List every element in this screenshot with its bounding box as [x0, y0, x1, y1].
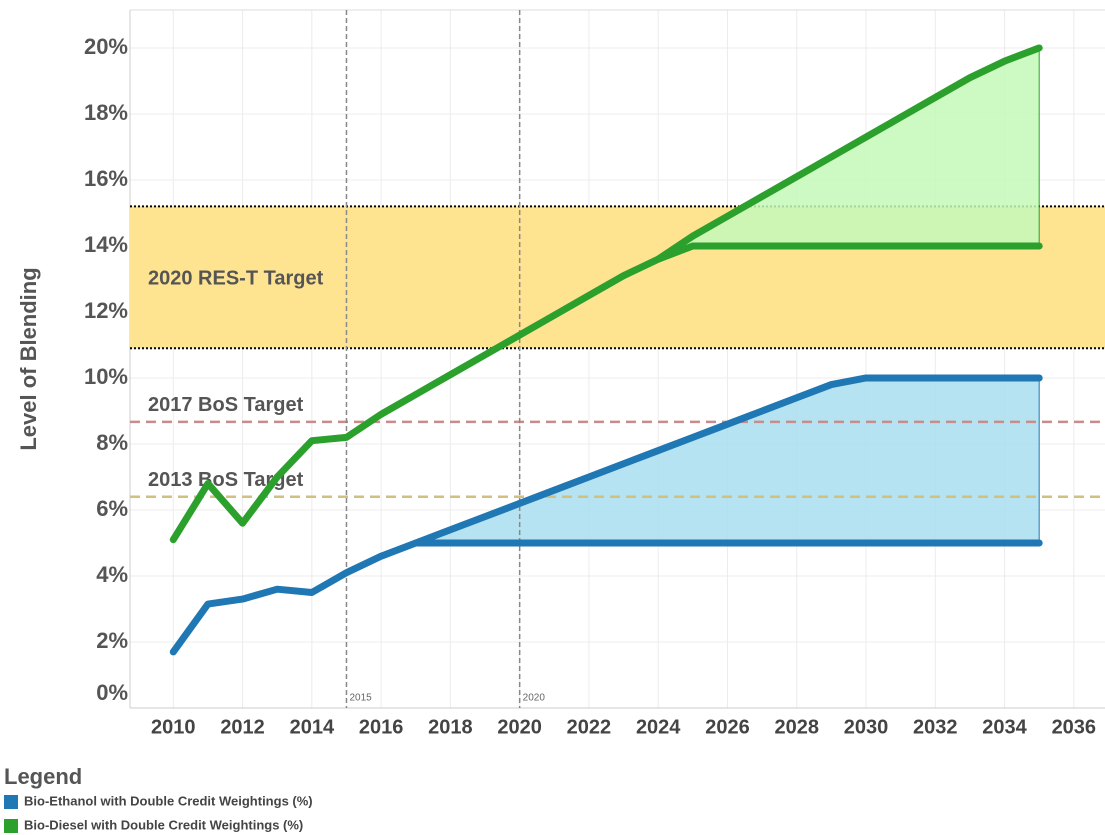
band-label: 2020 RES-T Target: [148, 268, 324, 290]
x-tick-label: 2010: [151, 716, 196, 738]
y-tick-label: 10%: [84, 364, 128, 389]
series-line: [169, 374, 1043, 656]
y-tick-label: 12%: [84, 298, 128, 323]
y-tick-label: 18%: [84, 100, 128, 125]
series-line: [169, 44, 1043, 544]
x-marker-label: 2015: [349, 693, 372, 704]
x-tick-label: 2034: [982, 716, 1027, 738]
fill-area: [657, 47, 1040, 260]
y-tick-label: 4%: [96, 562, 128, 587]
y-axis-label: Level of Blending: [16, 267, 41, 450]
x-tick-label: 2028: [774, 716, 819, 738]
legend-title: Legend: [4, 764, 82, 789]
x-tick-label: 2024: [636, 716, 681, 738]
legend-label: Bio-Ethanol with Double Credit Weighting…: [24, 793, 313, 808]
y-tick-label: 8%: [96, 430, 128, 455]
x-tick-label: 2012: [220, 716, 265, 738]
legend-swatch: [4, 819, 18, 833]
x-tick-label: 2036: [1052, 716, 1097, 738]
y-tick-label: 16%: [84, 166, 128, 191]
x-tick-label: 2018: [428, 716, 473, 738]
y-tick-label: 2%: [96, 628, 128, 653]
series-lower-line: [654, 242, 1043, 263]
x-tick-label: 2020: [497, 716, 542, 738]
reference-label: 2017 BoS Target: [148, 394, 304, 416]
x-tick-label: 2022: [567, 716, 612, 738]
y-tick-label: 14%: [84, 232, 128, 257]
y-tick-label: 0%: [96, 680, 128, 705]
x-tick-label: 2032: [913, 716, 958, 738]
y-tick-label: 6%: [96, 496, 128, 521]
x-tick-label: 2014: [290, 716, 335, 738]
x-marker-label: 2020: [523, 693, 546, 704]
legend-label: Bio-Diesel with Double Credit Weightings…: [24, 817, 303, 832]
x-tick-label: 2026: [705, 716, 750, 738]
legend-swatch: [4, 795, 18, 809]
x-tick-label: 2030: [844, 716, 889, 738]
reference-label: 2013 BoS Target: [148, 469, 304, 491]
y-tick-label: 20%: [84, 34, 128, 59]
x-tick-label: 2016: [359, 716, 404, 738]
